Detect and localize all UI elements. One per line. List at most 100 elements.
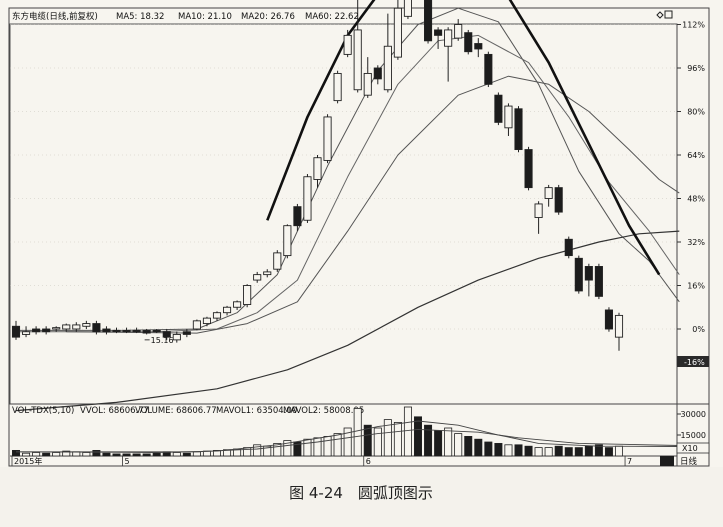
volume-bar <box>524 445 533 457</box>
candle-body <box>333 72 342 102</box>
candle-body <box>132 329 141 333</box>
candle-body <box>604 309 613 330</box>
candle-body <box>484 53 493 85</box>
volume-bar <box>604 447 613 457</box>
time-axis: 2015年 5 6 7 <box>11 456 632 466</box>
volume-bar <box>323 435 332 457</box>
candlesticks <box>11 0 624 351</box>
candle <box>424 0 433 44</box>
candle <box>333 70 342 104</box>
candle-body <box>82 323 91 327</box>
candle <box>373 65 382 85</box>
price-annotations: 138.8615.16 <box>144 336 174 345</box>
candle <box>343 29 352 58</box>
time-tick-label: 5 <box>125 457 130 466</box>
volume-bar <box>454 433 463 457</box>
candle <box>303 174 312 223</box>
time-tick-label: 7 <box>627 457 632 466</box>
volume-bar <box>212 449 221 457</box>
candle <box>464 29 473 55</box>
candle-body <box>393 7 402 58</box>
candle <box>62 323 71 332</box>
candle <box>102 326 111 335</box>
candle-body <box>112 329 121 333</box>
candle-body <box>303 176 312 221</box>
candle-body <box>524 149 533 189</box>
candle-body <box>474 43 483 50</box>
volume-bar <box>484 441 493 457</box>
period-tag[interactable]: 日线 <box>680 456 698 467</box>
volume-bar <box>403 406 412 457</box>
candle <box>594 263 603 300</box>
diamond-icon[interactable] <box>656 11 664 19</box>
candle-body <box>172 333 181 341</box>
ma20-value: MA20: 26.76 <box>241 12 295 22</box>
volume-bar <box>594 444 603 457</box>
volume-bar <box>534 447 543 457</box>
volume-tick-label: 30000 <box>681 410 706 419</box>
candle-body <box>403 0 413 17</box>
figure-caption: 图 4-24 圆弧顶图示 <box>289 484 433 502</box>
candle <box>554 184 563 215</box>
vvol-value: VVOL: 68606.77 <box>80 406 149 416</box>
time-tick-label: 2015年 <box>14 456 42 466</box>
volume-bar <box>152 452 161 457</box>
candle <box>233 300 242 310</box>
candle <box>524 146 533 191</box>
neg-percent-label: -16% <box>684 358 705 367</box>
candle-body <box>614 314 624 338</box>
volume-bar <box>424 424 433 457</box>
volume-bar <box>293 441 302 457</box>
candle-body <box>494 94 503 123</box>
candle-body <box>584 266 593 281</box>
candle-body <box>202 317 212 325</box>
volume-bar <box>273 442 282 457</box>
candle-body <box>222 306 232 314</box>
candle-body <box>594 266 603 297</box>
maximize-icon[interactable] <box>664 10 673 19</box>
time-tick-label: 6 <box>366 457 371 466</box>
scroll-handle[interactable] <box>660 456 674 466</box>
candle-body <box>574 257 583 292</box>
volume-bar <box>313 437 322 457</box>
candle <box>142 329 151 335</box>
price-tick-label: 16% <box>687 282 705 291</box>
volume-bar <box>62 450 71 457</box>
candle <box>122 327 131 334</box>
volume-bar <box>584 445 593 457</box>
candle <box>202 316 212 327</box>
candle-body <box>253 274 262 281</box>
candle-body <box>424 0 433 42</box>
candle-body <box>212 312 222 319</box>
ma20-line <box>66 75 680 334</box>
candle-body <box>52 327 61 330</box>
candle-body <box>122 329 131 333</box>
volume-bar <box>182 452 191 457</box>
volume-bar <box>554 445 563 457</box>
arc-line <box>266 0 661 276</box>
candle-body <box>233 301 242 308</box>
candle-body <box>544 187 553 199</box>
volume-bar <box>253 444 262 457</box>
ma10-value: MA10: 21.10 <box>178 12 232 22</box>
ma5-value: MA5: 18.32 <box>116 12 164 22</box>
candle <box>323 114 332 164</box>
volume-bar <box>243 447 252 457</box>
window-control-icons[interactable] <box>656 10 673 19</box>
candle-body <box>363 72 372 96</box>
candle <box>11 320 21 340</box>
price-y-axis: 128%112%96%80%64%48%32%16%0% <box>10 21 705 334</box>
candle <box>544 184 553 207</box>
candle <box>283 224 292 259</box>
volume-bar <box>615 445 624 457</box>
volume-value: VOLUME: 68606.77 <box>135 406 217 416</box>
volume-bar <box>564 447 573 457</box>
candle <box>363 57 372 98</box>
candle <box>112 327 121 334</box>
volume-bar <box>172 452 181 457</box>
candle-body <box>42 328 51 333</box>
candle <box>434 27 443 49</box>
candle <box>353 0 362 93</box>
candle-body <box>293 206 302 227</box>
candle-body <box>22 331 31 335</box>
